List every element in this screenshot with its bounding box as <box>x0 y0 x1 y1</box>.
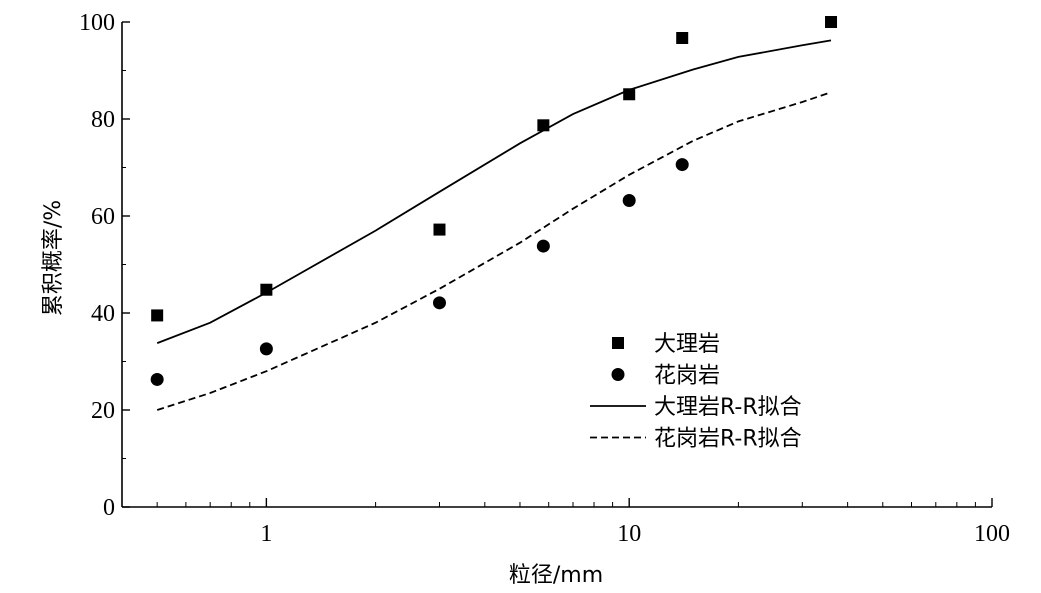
data-point-1 <box>150 372 164 386</box>
data-point-1 <box>432 296 446 310</box>
fit-lines <box>156 39 832 411</box>
legend-label: 花岗岩 <box>654 364 720 389</box>
data-point-1 <box>675 158 689 172</box>
legend-label: 花岗岩R-R拟合 <box>654 427 802 452</box>
y-tick-label: 80 <box>91 107 115 133</box>
x-tick-label: 100 <box>974 521 1010 547</box>
data-point-0 <box>260 283 273 296</box>
data-point-0 <box>676 32 689 45</box>
data-point-1 <box>622 193 636 207</box>
x-axis-title: 粒径/mm <box>509 563 603 588</box>
data-points <box>150 16 838 386</box>
axes <box>121 21 993 508</box>
data-point-0 <box>623 88 636 101</box>
y-tick-label: 20 <box>91 398 115 424</box>
y-tick-label: 100 <box>79 10 115 36</box>
y-tick-label: 0 <box>103 495 115 521</box>
legend-label: 大理岩R-R拟合 <box>654 395 802 420</box>
fit-line-3 <box>156 91 832 411</box>
data-point-1 <box>259 342 273 356</box>
data-point-0 <box>537 119 550 132</box>
y-axis-title: 累积概率/% <box>41 200 66 316</box>
tick-labels: 0 20 40 60 80 100 1 10 100 <box>79 10 1010 547</box>
x-tick-label: 1 <box>260 521 272 547</box>
legend-marker <box>612 337 624 349</box>
data-point-0 <box>433 223 446 236</box>
x-tick-label: 10 <box>617 521 641 547</box>
legend-marker <box>611 368 625 381</box>
data-point-0 <box>825 16 838 28</box>
legend-label: 大理岩 <box>654 332 720 357</box>
y-tick-label: 60 <box>91 204 115 230</box>
data-point-1 <box>536 239 550 253</box>
fit-line-2 <box>156 39 832 344</box>
data-point-0 <box>151 309 164 322</box>
y-tick-label: 40 <box>91 301 115 327</box>
